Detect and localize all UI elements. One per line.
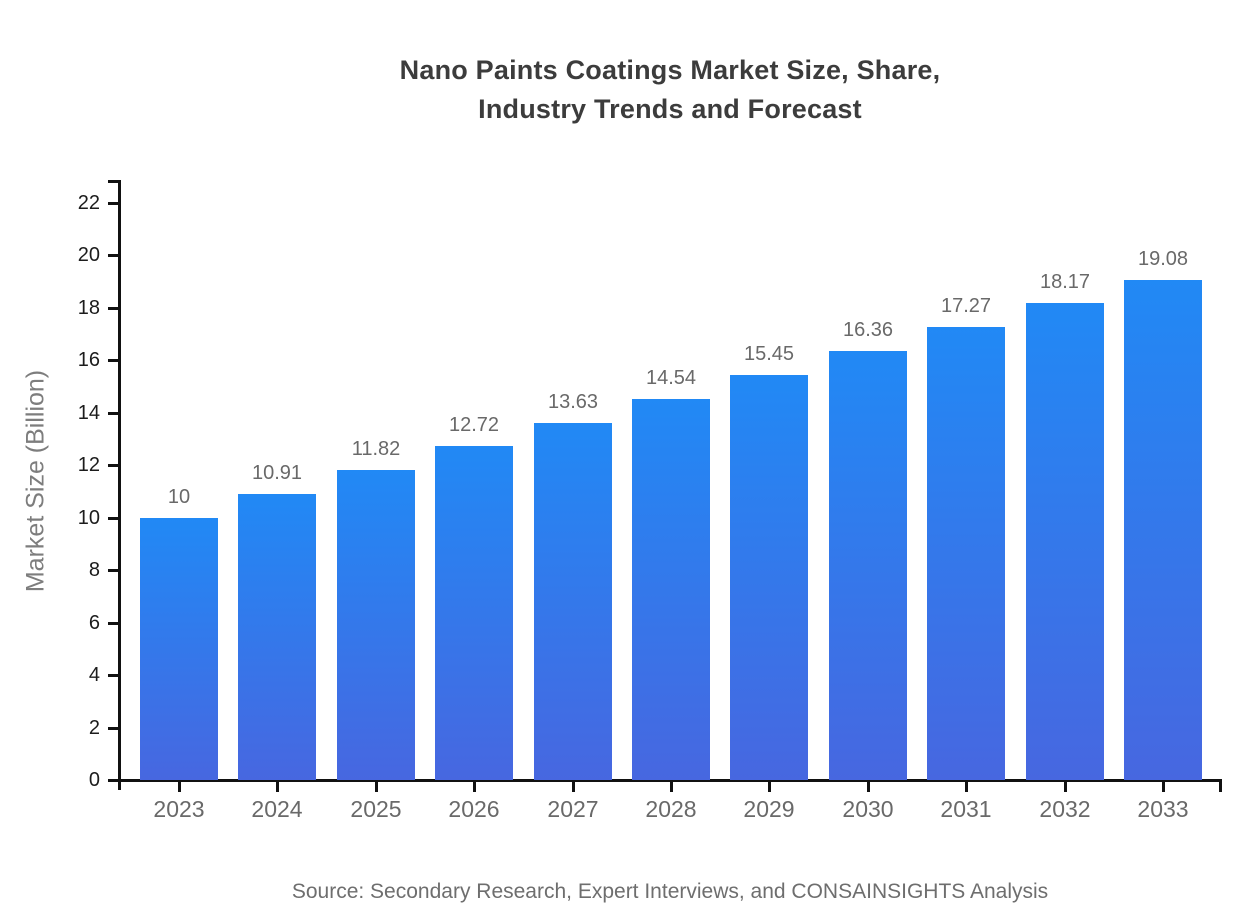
- x-axis-tick: [1064, 782, 1067, 792]
- y-axis-tick: [108, 779, 118, 782]
- x-axis-tick: [867, 782, 870, 792]
- bar-value-label: 11.82: [351, 438, 401, 460]
- y-axis-tick-label: 22: [77, 192, 100, 214]
- y-axis-tick-label: 6: [88, 612, 100, 634]
- bar-2025: [337, 470, 415, 780]
- y-axis-tick: [108, 674, 118, 677]
- x-axis-tick-label: 2028: [645, 796, 697, 822]
- y-axis-tick-label: 12: [77, 454, 100, 476]
- y-axis-tick-label: 20: [77, 244, 100, 266]
- bar-2029: [730, 375, 808, 780]
- x-axis-tick-label: 2032: [1039, 796, 1091, 822]
- y-axis-tick: [108, 359, 118, 362]
- y-axis-tick: [108, 727, 118, 730]
- x-axis-tick: [965, 782, 968, 792]
- y-axis-tick: [108, 622, 118, 625]
- bar-value-label: 10: [167, 486, 191, 508]
- x-axis-tick-label: 2029: [743, 796, 795, 822]
- bar-value-label: 19.08: [1137, 248, 1189, 270]
- x-axis-tick: [670, 782, 673, 792]
- y-axis-tick-label: 10: [77, 507, 100, 529]
- x-axis-tick-label: 2030: [842, 796, 894, 822]
- y-axis-tick-label: 18: [77, 297, 100, 319]
- bar-2023: [140, 518, 218, 780]
- y-axis-tick: [108, 464, 118, 467]
- y-axis-tick: [108, 412, 118, 415]
- bar-value-label: 17.27: [940, 295, 992, 317]
- bar-value-label: 13.63: [547, 391, 599, 413]
- y-axis-tick: [108, 254, 118, 257]
- x-axis-tick: [276, 782, 279, 792]
- y-axis-tick: [108, 202, 118, 205]
- y-axis-end-tick: [108, 180, 118, 183]
- x-axis-end-tick: [1219, 782, 1222, 792]
- x-axis-tick: [572, 782, 575, 792]
- bar-2032: [1026, 303, 1104, 780]
- x-axis-tick: [375, 782, 378, 792]
- chart-title-line2: Industry Trends and Forecast: [478, 94, 862, 124]
- chart-title-line1: Nano Paints Coatings Market Size, Share,: [399, 55, 941, 85]
- x-axis-tick-label: 2024: [251, 796, 303, 822]
- y-axis-tick-label: 14: [77, 402, 100, 424]
- bar-value-label: 15.45: [743, 343, 795, 365]
- x-axis-tick-label: 2033: [1137, 796, 1189, 822]
- x-axis-tick-label: 2027: [547, 796, 599, 822]
- x-axis-tick-label: 2026: [448, 796, 500, 822]
- bar-2027: [534, 423, 612, 780]
- y-axis-tick-label: 16: [77, 349, 100, 371]
- bar-value-label: 12.72: [448, 414, 500, 436]
- bar-2024: [238, 494, 316, 780]
- bar-value-label: 14.54: [645, 367, 697, 389]
- bar-2031: [927, 327, 1005, 780]
- x-axis-line: [108, 779, 1222, 782]
- y-axis-line: [118, 180, 121, 790]
- y-axis-tick: [108, 569, 118, 572]
- x-axis-tick: [768, 782, 771, 792]
- x-axis-tick: [178, 782, 181, 792]
- y-axis-tick-label: 2: [88, 717, 100, 739]
- x-axis-tick: [473, 782, 476, 792]
- y-axis-tick-label: 0: [88, 769, 100, 791]
- bar-2028: [632, 399, 710, 780]
- bar-value-label: 16.36: [842, 319, 894, 341]
- x-axis-tick-label: 2025: [350, 796, 402, 822]
- bar-value-label: 10.91: [251, 462, 303, 484]
- chart-title: Nano Paints Coatings Market Size, Share,…: [80, 51, 1260, 129]
- y-axis-tick: [108, 307, 118, 310]
- y-axis-tick: [108, 517, 118, 520]
- x-axis-tick-label: 2031: [940, 796, 992, 822]
- bar-2026: [435, 446, 513, 780]
- bar-value-label: 18.17: [1039, 271, 1091, 293]
- x-axis-tick-label: 2023: [153, 796, 205, 822]
- x-axis-tick: [1162, 782, 1165, 792]
- source-note: Source: Secondary Research, Expert Inter…: [291, 880, 1049, 903]
- bar-2030: [829, 351, 907, 780]
- bar-2033: [1124, 280, 1202, 780]
- y-axis-tick-label: 4: [88, 664, 100, 686]
- y-axis-tick-label: 8: [88, 559, 100, 581]
